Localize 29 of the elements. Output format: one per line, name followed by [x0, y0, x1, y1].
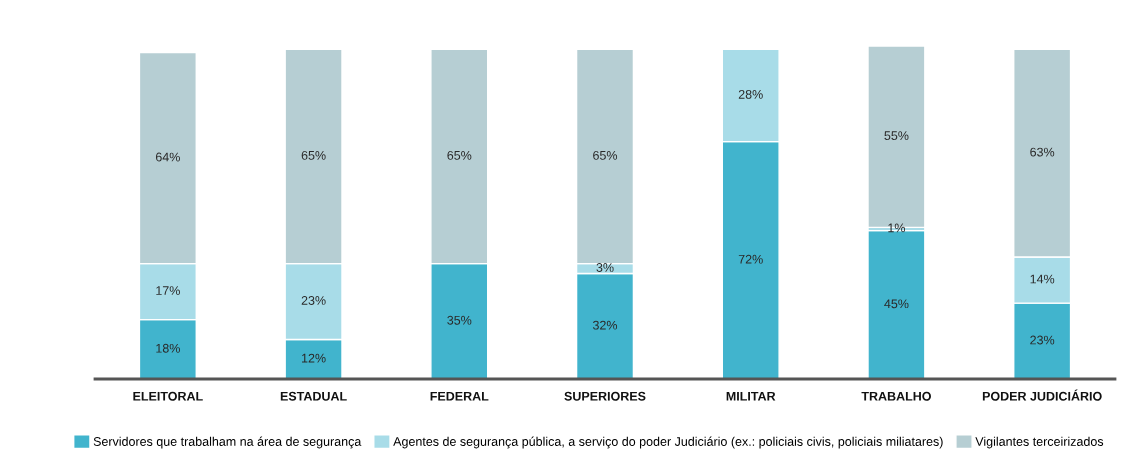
x-tick-label: SUPERIORES [564, 391, 646, 401]
x-tick-label: PODER JUDICIÁRIO [982, 389, 1102, 401]
data-label: 65% [593, 150, 618, 160]
data-label: 3% [596, 263, 614, 272]
data-label: 45% [884, 299, 909, 309]
data-label: 32% [592, 320, 618, 330]
x-tick-label: ESTADUAL [280, 391, 347, 401]
data-label: 72% [738, 254, 763, 264]
data-label: 23% [1030, 335, 1055, 345]
x-tick-label: ELEITORAL [133, 391, 203, 401]
data-label: 17% [156, 286, 180, 295]
x-tick-label: TRABALHO [861, 391, 931, 401]
data-label: 65% [447, 150, 472, 160]
data-label: 23% [301, 296, 326, 305]
data-label: 35% [447, 315, 472, 325]
data-label: 18% [156, 343, 180, 353]
x-tick-label: MILITAR [726, 391, 776, 401]
data-label: 28% [738, 89, 763, 99]
legend-label: Servidores que trabalham na área de segurança [93, 436, 362, 449]
data-label: 55% [884, 131, 909, 141]
x-tick-label: FEDERAL [430, 391, 489, 401]
data-label: 65% [301, 150, 326, 160]
data-label: 12% [302, 353, 326, 363]
data-label: 63% [1030, 147, 1055, 157]
legend-label: Vigilantes terceirizados [975, 436, 1104, 449]
data-label: 14% [1030, 274, 1055, 284]
legend-label: Agentes de segurança pública, a serviço do poder Judiciário (ex.: policiais civis, policiais miliatares) [393, 436, 943, 449]
data-label: 1% [888, 223, 906, 233]
data-label: 64% [155, 152, 180, 162]
